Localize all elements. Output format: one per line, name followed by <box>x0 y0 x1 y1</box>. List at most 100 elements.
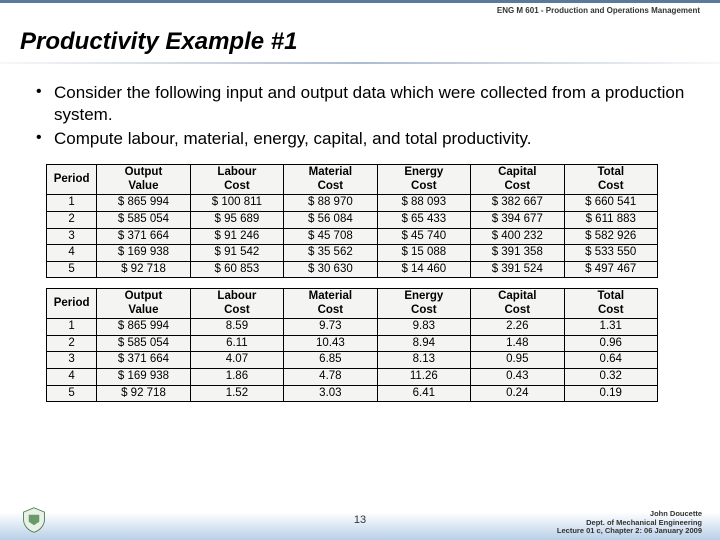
table-cell: $ 382 667 <box>471 195 564 212</box>
course-label: ENG M 601 - Production and Operations Ma… <box>497 6 700 15</box>
table-cell: $ 394 677 <box>471 211 564 228</box>
column-header: LabourCost <box>190 289 283 319</box>
table-cell: $ 169 938 <box>97 245 190 262</box>
table-cell: $ 88 093 <box>377 195 470 212</box>
table-cell: 5 <box>47 385 97 402</box>
table-cell: $ 371 664 <box>97 228 190 245</box>
column-header: TotalCost <box>564 289 658 319</box>
table-cell: 0.95 <box>471 352 564 369</box>
table-cell: $ 533 550 <box>564 245 658 262</box>
table-cell: 0.43 <box>471 369 564 386</box>
column-header: Period <box>47 289 97 319</box>
table-cell: 6.11 <box>190 335 283 352</box>
table-cell: 8.59 <box>190 319 283 336</box>
footer: 13 John Doucette Dept. of Mechanical Eng… <box>0 500 720 540</box>
column-header: OutputValue <box>97 289 190 319</box>
bullet-item: Compute labour, material, energy, capita… <box>30 128 690 150</box>
table-cell: $ 30 630 <box>284 261 377 278</box>
table-row: 5$ 92 7181.523.036.410.240.19 <box>47 385 658 402</box>
table-cell: $ 611 883 <box>564 211 658 228</box>
table-cell: $ 92 718 <box>97 261 190 278</box>
table-cell: 3 <box>47 352 97 369</box>
table-cell: 0.64 <box>564 352 658 369</box>
table-cell: 4 <box>47 245 97 262</box>
table-cell: 11.26 <box>377 369 470 386</box>
title-underline <box>0 62 720 64</box>
table-row: 1$ 865 994$ 100 811$ 88 970$ 88 093$ 382… <box>47 195 658 212</box>
table-cell: 4.78 <box>284 369 377 386</box>
column-header: MaterialCost <box>284 165 377 195</box>
table-cell: $ 45 708 <box>284 228 377 245</box>
column-header: MaterialCost <box>284 289 377 319</box>
table-cell: 0.24 <box>471 385 564 402</box>
footer-lecture: Lecture 01 c, Chapter 2: 06 January 2009 <box>557 527 702 536</box>
table-cell: $ 585 054 <box>97 211 190 228</box>
table-cell: 0.32 <box>564 369 658 386</box>
table-cell: 1 <box>47 319 97 336</box>
table-cell: 8.94 <box>377 335 470 352</box>
university-crest-icon <box>20 506 48 534</box>
column-header: CapitalCost <box>471 165 564 195</box>
table-cell: 6.41 <box>377 385 470 402</box>
column-header: EnergyCost <box>377 165 470 195</box>
table-cell: $ 582 926 <box>564 228 658 245</box>
table-cell: $ 91 542 <box>190 245 283 262</box>
table-cell: 2 <box>47 211 97 228</box>
table-cell: 0.19 <box>564 385 658 402</box>
table-cell: 8.13 <box>377 352 470 369</box>
table-row: 4$ 169 938$ 91 542$ 35 562$ 15 088$ 391 … <box>47 245 658 262</box>
table-cell: $ 100 811 <box>190 195 283 212</box>
column-header: CapitalCost <box>471 289 564 319</box>
tables-container: PeriodOutputValueLabourCostMaterialCostE… <box>46 164 690 402</box>
table-cell: $ 400 232 <box>471 228 564 245</box>
table-cell: 10.43 <box>284 335 377 352</box>
table-cell: $ 497 467 <box>564 261 658 278</box>
column-header: EnergyCost <box>377 289 470 319</box>
table-cell: $ 60 853 <box>190 261 283 278</box>
footer-attribution: John Doucette Dept. of Mechanical Engine… <box>557 510 702 536</box>
table-cell: 1 <box>47 195 97 212</box>
table-cell: $ 88 970 <box>284 195 377 212</box>
table-row: 4$ 169 9381.864.7811.260.430.32 <box>47 369 658 386</box>
table-cell: 3.03 <box>284 385 377 402</box>
table-row: 2$ 585 0546.1110.438.941.480.96 <box>47 335 658 352</box>
bullet-list: Consider the following input and output … <box>30 82 690 150</box>
table-cell: $ 45 740 <box>377 228 470 245</box>
page-number: 13 <box>354 514 366 526</box>
column-header: OutputValue <box>97 165 190 195</box>
table-cell: $ 865 994 <box>97 195 190 212</box>
table-cell: $ 391 524 <box>471 261 564 278</box>
productivity-table: PeriodOutputValueLabourCostMaterialCostE… <box>46 288 658 402</box>
table-cell: 9.83 <box>377 319 470 336</box>
table-cell: 4 <box>47 369 97 386</box>
table-cell: $ 585 054 <box>97 335 190 352</box>
table-header-row: PeriodOutputValueLabourCostMaterialCostE… <box>47 165 658 195</box>
content-area: Consider the following input and output … <box>30 82 690 412</box>
table-cell: 5 <box>47 261 97 278</box>
slide-title: Productivity Example #1 <box>20 28 297 56</box>
table-row: 3$ 371 6644.076.858.130.950.64 <box>47 352 658 369</box>
table-cell: $ 391 358 <box>471 245 564 262</box>
header-accent-bar <box>0 0 720 3</box>
table-cell: $ 371 664 <box>97 352 190 369</box>
table-cell: $ 865 994 <box>97 319 190 336</box>
bullet-item: Consider the following input and output … <box>30 82 690 126</box>
table-cell: $ 91 246 <box>190 228 283 245</box>
table-cell: $ 15 088 <box>377 245 470 262</box>
table-cell: $ 95 689 <box>190 211 283 228</box>
table-cell: $ 56 084 <box>284 211 377 228</box>
table-cell: 4.07 <box>190 352 283 369</box>
table-cell: $ 35 562 <box>284 245 377 262</box>
table-row: 3$ 371 664$ 91 246$ 45 708$ 45 740$ 400 … <box>47 228 658 245</box>
column-header: LabourCost <box>190 165 283 195</box>
table-cell: 2.26 <box>471 319 564 336</box>
table-cell: 6.85 <box>284 352 377 369</box>
table-row: 1$ 865 9948.599.739.832.261.31 <box>47 319 658 336</box>
table-cell: 1.48 <box>471 335 564 352</box>
table-cell: $ 14 460 <box>377 261 470 278</box>
table-cell: $ 65 433 <box>377 211 470 228</box>
table-row: 2$ 585 054$ 95 689$ 56 084$ 65 433$ 394 … <box>47 211 658 228</box>
column-header: Period <box>47 165 97 195</box>
table-cell: 9.73 <box>284 319 377 336</box>
table-cell: 3 <box>47 228 97 245</box>
